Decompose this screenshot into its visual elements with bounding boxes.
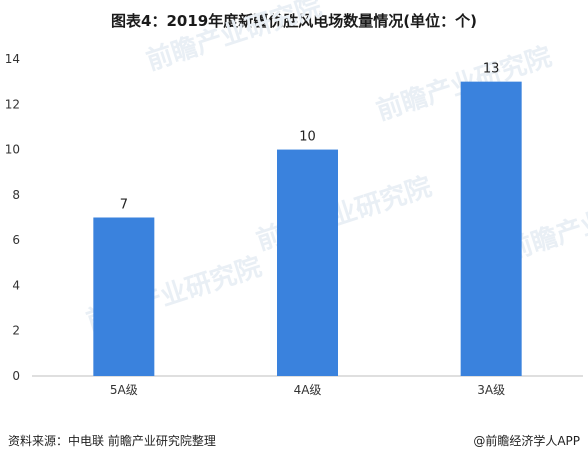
y-tick-label: 0	[12, 369, 20, 383]
footer: 资料来源：中电联 前瞻产业研究院整理 @前瞻经济学人APP	[8, 432, 580, 450]
y-tick-label: 6	[12, 233, 20, 247]
y-axis: 0 2 4 6 8 10 12 14	[5, 52, 20, 383]
data-label: 7	[120, 198, 128, 213]
source-note: 资料来源：中电联 前瞻产业研究院整理	[8, 434, 216, 448]
x-tick-label: 3A级	[477, 383, 505, 397]
data-label: 10	[299, 130, 316, 145]
chart-title: 图表4：2019年度新疆优胜风电场数量情况(单位：个)	[111, 12, 477, 30]
y-tick-label: 4	[12, 278, 20, 292]
watermark-text: 前瞻产业研究院	[143, 0, 326, 77]
data-labels: 7 10 13	[120, 62, 500, 213]
bar	[277, 149, 338, 376]
data-label: 13	[483, 62, 500, 77]
y-tick-label: 8	[12, 188, 20, 202]
y-tick-label: 12	[5, 97, 20, 111]
x-tick-label: 5A级	[110, 383, 138, 397]
y-tick-label: 10	[5, 143, 20, 157]
y-tick-label: 14	[5, 52, 20, 66]
bar	[460, 81, 522, 377]
bar	[93, 217, 155, 376]
x-axis: 5A级 4A级 3A级	[32, 375, 583, 397]
y-tick-label: 2	[12, 324, 20, 338]
x-tick-label: 4A级	[294, 383, 322, 397]
bars	[93, 81, 522, 377]
brand-credit: @前瞻经济学人APP	[473, 434, 580, 448]
